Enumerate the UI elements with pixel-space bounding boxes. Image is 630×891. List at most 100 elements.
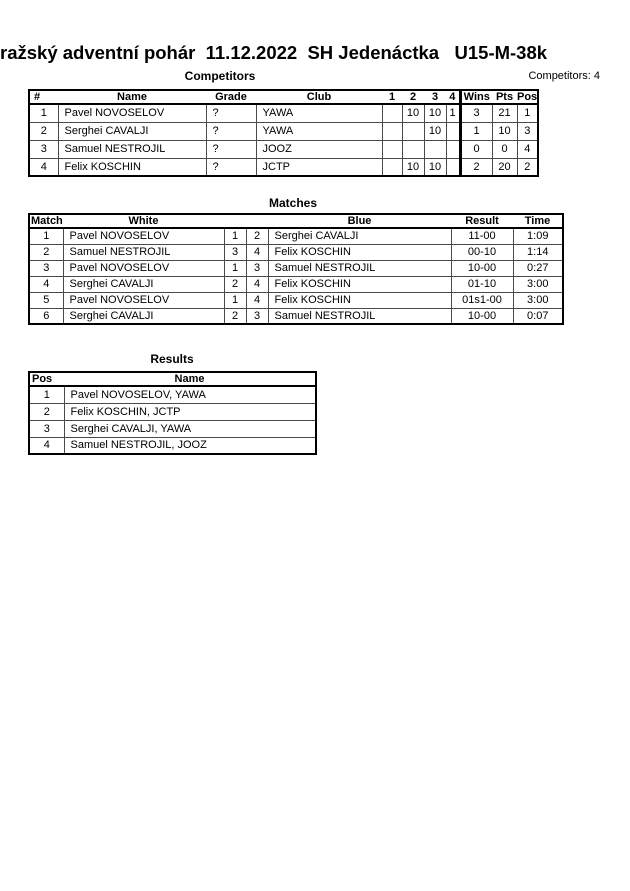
blue-competitor-number: 2 — [245, 227, 269, 245]
white-competitor: Pavel NOVOSELOV — [62, 259, 225, 277]
col-header-match: Match — [29, 214, 63, 229]
competitors-header-row: # Name Grade Club 1 2 3 4 Wins Pts Pos — [29, 90, 539, 105]
competitor-pos: 4 — [516, 139, 539, 159]
competitor-number: 1 — [28, 103, 59, 123]
col-header-name: Name — [58, 90, 206, 105]
competitor-grade: ? — [205, 139, 257, 159]
round-4-score — [445, 121, 461, 141]
round-1-score — [381, 103, 403, 123]
result-pos: 3 — [28, 419, 65, 438]
competitor-wins: 0 — [458, 139, 493, 159]
blue-competitor: Serghei CAVALJI — [267, 227, 452, 245]
competitor-club: YAWA — [255, 103, 383, 123]
result-name: Felix KOSCHIN, JCTP — [63, 402, 317, 421]
competitor-pos: 3 — [516, 121, 539, 141]
blue-competitor-number: 4 — [245, 243, 269, 261]
competitor-wins: 3 — [458, 103, 493, 123]
table-row: 6 Serghei CAVALJI 2 3 Samuel NESTROJIL 1… — [28, 307, 564, 325]
round-3-score: 10 — [423, 157, 447, 177]
blue-competitor-number: 3 — [245, 307, 269, 325]
table-row: 2 Serghei CAVALJI ? YAWA 10 1 10 3 — [28, 121, 539, 141]
col-header-white-num — [224, 214, 246, 229]
white-competitor: Serghei CAVALJI — [62, 275, 225, 293]
col-header-blue: Blue — [268, 214, 451, 229]
col-header-pts: Pts — [492, 90, 517, 105]
competitor-grade: ? — [205, 157, 257, 177]
col-header-wins: Wins — [458, 90, 492, 105]
blue-competitor-number: 4 — [245, 275, 269, 293]
round-3-score: 10 — [423, 103, 447, 123]
match-time: 3:00 — [512, 291, 564, 309]
table-row: 3 Pavel NOVOSELOV 1 3 Samuel NESTROJIL 1… — [28, 259, 564, 277]
table-row: 1 Pavel NOVOSELOV, YAWA — [28, 385, 317, 404]
white-competitor: Samuel NESTROJIL — [62, 243, 225, 261]
round-3-score: 10 — [423, 121, 447, 141]
round-2-score: 10 — [401, 157, 425, 177]
competitor-wins: 1 — [458, 121, 493, 141]
round-1-score — [381, 157, 403, 177]
match-time: 1:14 — [512, 243, 564, 261]
blue-competitor: Felix KOSCHIN — [267, 275, 452, 293]
match-result: 10-00 — [450, 259, 514, 277]
match-time: 3:00 — [512, 275, 564, 293]
blue-competitor: Felix KOSCHIN — [267, 243, 452, 261]
blue-competitor: Samuel NESTROJIL — [267, 307, 452, 325]
table-row: 2 Samuel NESTROJIL 3 4 Felix KOSCHIN 00-… — [28, 243, 564, 261]
competitor-name: Pavel NOVOSELOV — [57, 103, 207, 123]
round-3-score — [423, 139, 447, 159]
match-result: 11-00 — [450, 227, 514, 245]
blue-competitor-number: 4 — [245, 291, 269, 309]
competitor-name: Felix KOSCHIN — [57, 157, 207, 177]
col-header-white: White — [63, 214, 224, 229]
competitor-number: 4 — [28, 157, 59, 177]
col-header-1: 1 — [382, 90, 402, 105]
round-4-score — [445, 157, 461, 177]
table-row: 1 Pavel NOVOSELOV ? YAWA 10 10 1 3 21 1 — [28, 103, 539, 123]
page-title: ražský adventní pohár 11.12.2022 SH Jede… — [0, 42, 548, 63]
results-section-title: Results — [150, 352, 194, 366]
matches-table: Match White Blue Result Time 1 Pavel NOV… — [28, 213, 564, 325]
white-competitor-number: 1 — [223, 259, 247, 277]
match-result: 01s1-00 — [450, 291, 514, 309]
match-number: 5 — [28, 291, 64, 309]
col-header-grade: Grade — [206, 90, 256, 105]
table-row: 3 Samuel NESTROJIL ? JOOZ 0 0 4 — [28, 139, 539, 159]
competitor-wins: 2 — [458, 157, 493, 177]
competitors-table: # Name Grade Club 1 2 3 4 Wins Pts Pos 1… — [28, 89, 540, 177]
competitor-name: Samuel NESTROJIL — [57, 139, 207, 159]
match-number: 4 — [28, 275, 64, 293]
col-header-club: Club — [256, 90, 382, 105]
match-result: 00-10 — [450, 243, 514, 261]
matches-section-title: Matches — [268, 196, 318, 210]
table-row: 2 Felix KOSCHIN, JCTP — [28, 402, 317, 421]
round-2-score — [401, 121, 425, 141]
competitor-club: JCTP — [255, 157, 383, 177]
table-row: 1 Pavel NOVOSELOV 1 2 Serghei CAVALJI 11… — [28, 227, 564, 245]
competitor-grade: ? — [205, 121, 257, 141]
competitor-pts: 21 — [491, 103, 518, 123]
white-competitor-number: 1 — [223, 227, 247, 245]
result-name: Serghei CAVALJI, YAWA — [63, 419, 317, 438]
col-header-number: # — [29, 90, 58, 105]
round-2-score: 10 — [401, 103, 425, 123]
match-number: 6 — [28, 307, 64, 325]
matches-header-row: Match White Blue Result Time — [29, 214, 563, 229]
match-result: 10-00 — [450, 307, 514, 325]
competitors-count: Competitors: 4 — [528, 70, 600, 82]
match-number: 1 — [28, 227, 64, 245]
results-table: Pos Name 1 Pavel NOVOSELOV, YAWA 2 Felix… — [28, 371, 317, 455]
col-header-2: 2 — [402, 90, 424, 105]
blue-competitor: Samuel NESTROJIL — [267, 259, 452, 277]
competitor-club: JOOZ — [255, 139, 383, 159]
col-header-4: 4 — [446, 90, 460, 105]
competitor-pos: 1 — [516, 103, 539, 123]
white-competitor-number: 2 — [223, 275, 247, 293]
table-row: 4 Serghei CAVALJI 2 4 Felix KOSCHIN 01-1… — [28, 275, 564, 293]
results-header-row: Pos Name — [29, 372, 316, 387]
table-row: 3 Serghei CAVALJI, YAWA — [28, 419, 317, 438]
competitor-pos: 2 — [516, 157, 539, 177]
match-result: 01-10 — [450, 275, 514, 293]
match-time: 0:27 — [512, 259, 564, 277]
table-row: 4 Samuel NESTROJIL, JOOZ — [28, 436, 317, 455]
